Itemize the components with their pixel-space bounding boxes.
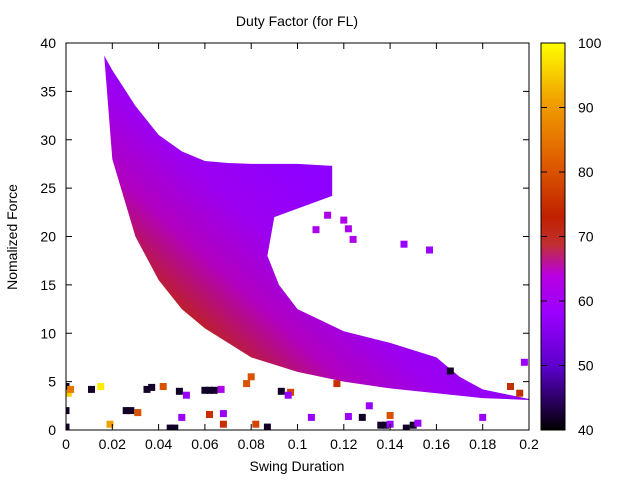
scatter-point — [284, 391, 292, 399]
scatter-point — [252, 420, 260, 428]
x-tick-label: 0.1 — [288, 436, 308, 452]
x-tick-label: 0.12 — [330, 436, 357, 452]
scatter-point — [66, 389, 72, 397]
scatter-point — [122, 407, 130, 415]
y-tick-label: 10 — [40, 325, 56, 341]
x-tick-label: 0.2 — [519, 436, 539, 452]
scatter-point — [182, 391, 190, 399]
y-tick-label: 20 — [40, 229, 56, 245]
scatter-point — [201, 386, 209, 394]
scatter-point — [166, 424, 174, 430]
colorbar-tick-label: 80 — [578, 164, 594, 180]
scatter-point — [171, 424, 179, 430]
scatter-point — [426, 246, 433, 254]
scatter-point — [516, 389, 524, 397]
scatter-point — [143, 385, 151, 393]
y-tick-label: 40 — [40, 35, 56, 51]
scatter-point — [344, 413, 352, 420]
y-tick-label: 0 — [48, 422, 56, 438]
scatter-point — [358, 413, 366, 421]
scatter-point — [414, 419, 422, 427]
scatter-point — [312, 226, 320, 234]
colorbar-tick-label: 60 — [578, 293, 594, 309]
scatter-point — [365, 402, 373, 410]
heatmap-band-region — [104, 55, 529, 400]
scatter-point — [175, 387, 183, 395]
scatter-point — [386, 412, 394, 419]
scatter-point — [402, 424, 410, 430]
scatter-point — [344, 225, 352, 233]
chart-title: Duty Factor (for FL) — [236, 13, 358, 29]
scatter-point — [206, 386, 213, 394]
scatter-point — [349, 235, 357, 243]
scatter-point — [219, 410, 227, 418]
y-tick-label: 25 — [40, 180, 56, 196]
colorbar-tick-label: 90 — [578, 100, 594, 116]
scatter-point — [400, 240, 408, 248]
y-axis: 0 5 10 15 20 25 30 35 40 — [40, 35, 529, 438]
scatter-point — [206, 411, 213, 418]
scatter-point — [382, 421, 389, 429]
scatter-point — [324, 211, 332, 219]
scatter-point — [217, 385, 225, 393]
x-tick-label: 0.08 — [238, 436, 265, 452]
scatter-point — [106, 420, 114, 428]
x-axis-label: Swing Duration — [250, 458, 345, 474]
y-tick-label: 35 — [40, 83, 56, 99]
y-tick-label: 30 — [40, 132, 56, 148]
x-tick-label: 0.16 — [423, 436, 450, 452]
scatter-point — [507, 383, 514, 390]
x-tick-label: 0.02 — [99, 436, 126, 452]
x-axis: 0 0.02 0.04 0.06 0.08 0.1 0.12 0.14 0.16 0.18 0.2 — [62, 43, 539, 452]
x-tick-label: 0.06 — [191, 436, 218, 452]
x-tick-label: 0.14 — [376, 436, 403, 452]
scatter-point — [178, 413, 186, 421]
y-tick-label: 15 — [40, 277, 56, 293]
scatter-point — [66, 423, 70, 430]
scatter-point — [520, 358, 528, 366]
scatter-point — [148, 383, 156, 391]
colorbar-tick-label: 50 — [578, 358, 594, 374]
scatter-point — [127, 407, 135, 415]
y-tick-label: 5 — [48, 374, 56, 390]
scatter-point — [159, 383, 167, 390]
scatter-point — [66, 407, 70, 415]
colorbar-axis: 40 50 60 70 80 90 100 — [541, 35, 602, 438]
scatter-point — [263, 423, 271, 430]
scatter-point — [340, 216, 348, 224]
scatter-point — [247, 373, 255, 381]
scatter-point — [277, 387, 285, 395]
x-tick-label: 0.18 — [469, 436, 496, 452]
colorbar-tick-label: 100 — [578, 35, 602, 51]
scatter-point — [67, 385, 75, 393]
scatter-point — [446, 367, 454, 375]
heatmap-band — [104, 55, 529, 400]
scatter-point — [409, 421, 417, 429]
scatter-point — [243, 380, 251, 388]
scatter-point — [307, 413, 315, 421]
scatter-points — [66, 211, 528, 430]
x-tick-label: 0.04 — [145, 436, 172, 452]
scatter-point — [377, 421, 385, 429]
scatter-point — [479, 413, 487, 421]
scatter-point — [88, 385, 95, 393]
scatter-point — [333, 380, 341, 388]
x-tick-label: 0 — [62, 436, 70, 452]
scatter-point — [219, 420, 227, 428]
scatter-point — [210, 386, 218, 394]
colorbar-tick-label: 40 — [578, 422, 594, 438]
y-axis-label: Nomalized Force — [4, 184, 20, 290]
scatter-point — [97, 383, 105, 390]
scatter-point — [134, 409, 142, 417]
colorbar-tick-label: 70 — [578, 229, 594, 245]
